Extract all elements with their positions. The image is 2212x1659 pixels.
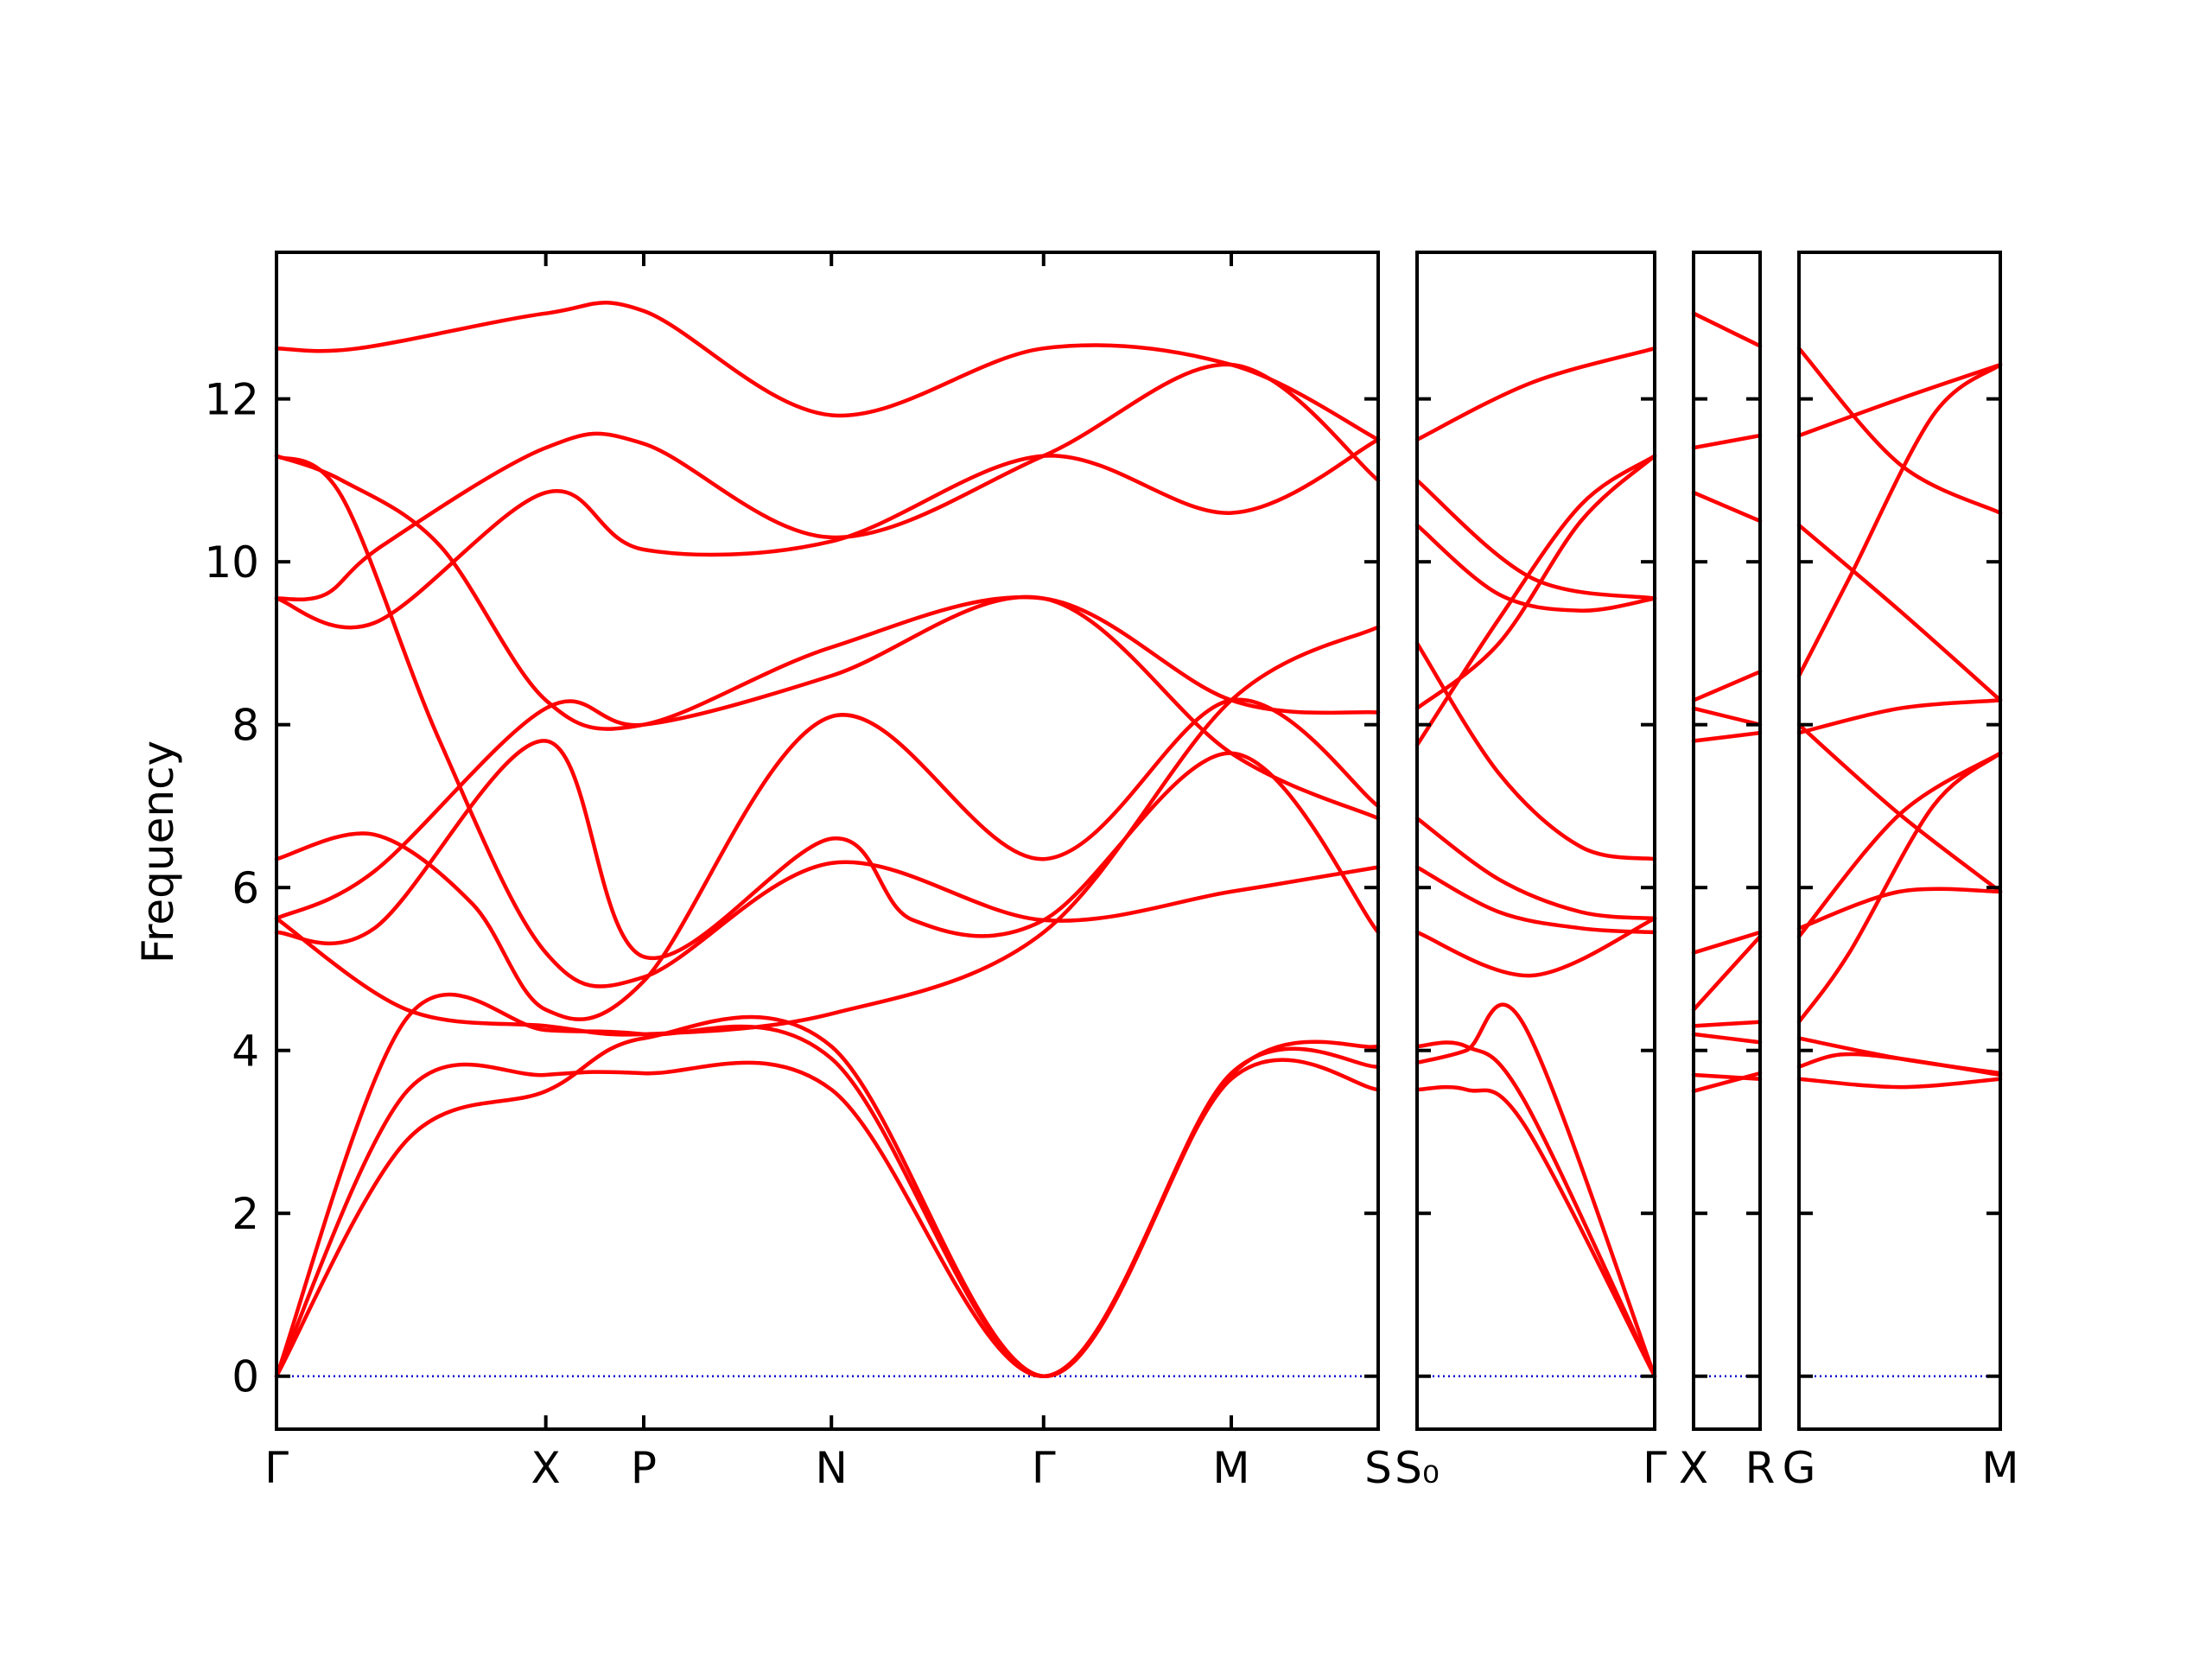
band-line-1-9 <box>274 625 1381 1037</box>
band-line-2-3 <box>1414 523 1657 613</box>
y-tick-label: 8 <box>232 701 259 751</box>
panel-frame <box>1692 251 1762 1431</box>
band-line-2-1 <box>1414 346 1657 442</box>
band-line-4-7 <box>1796 751 2003 939</box>
band-line-4-5 <box>1796 698 2003 735</box>
band-line-3-8 <box>1691 934 1763 1012</box>
y-tick-label: 10 <box>204 537 259 588</box>
band-line-2-8 <box>1414 865 1657 935</box>
y-tick-label: 12 <box>204 375 259 425</box>
panel-frame <box>1415 251 1656 1431</box>
band-line-3-1 <box>1691 311 1763 348</box>
x-tick-label: X <box>531 1443 561 1493</box>
band-line-4-2 <box>1796 362 2003 438</box>
band-line-2-6 <box>1414 454 1657 747</box>
band-line-1-2 <box>274 454 1381 731</box>
band-line-1-3 <box>274 454 1381 988</box>
x-tick-label: P <box>631 1443 657 1493</box>
band-line-3-5 <box>1691 706 1763 727</box>
y-axis-label: Frequency <box>133 741 183 963</box>
band-line-1-6 <box>274 697 1381 1021</box>
band-line-4-1 <box>1796 346 2003 515</box>
band-line-2-9 <box>1414 916 1657 978</box>
band-line-2-4 <box>1414 641 1657 861</box>
x-tick-label: S₀ <box>1395 1443 1440 1493</box>
band-line-3-11 <box>1691 1072 1763 1081</box>
x-tick-label: Γ <box>1643 1443 1667 1493</box>
band-line-3-3 <box>1691 490 1763 524</box>
band-line-2-5 <box>1414 454 1657 711</box>
y-tick-label: 0 <box>232 1352 259 1402</box>
band-line-1-4 <box>274 362 1381 602</box>
band-line-1-1 <box>274 301 1381 442</box>
band-line-4-9 <box>1796 751 2003 1024</box>
band-line-1-5 <box>274 437 1381 630</box>
band-line-2-2 <box>1414 478 1657 601</box>
x-tick-label: X <box>1679 1443 1708 1493</box>
band-line-1-12 <box>274 1014 1381 1378</box>
x-tick-label: R <box>1745 1443 1776 1493</box>
band-line-1-10 <box>274 992 1381 1378</box>
panel-frame <box>1797 251 2002 1431</box>
band-line-4-6 <box>1796 722 2003 894</box>
x-tick-label: M <box>1981 1443 2018 1493</box>
y-tick-label: 4 <box>232 1027 259 1077</box>
band-line-3-6 <box>1691 730 1763 743</box>
y-tick-label: 2 <box>232 1189 259 1239</box>
band-line-2-12 <box>1414 1084 1657 1378</box>
band-line-4-12 <box>1796 1077 2003 1090</box>
band-line-1-8 <box>274 739 1381 961</box>
band-line-2-11 <box>1414 1040 1657 1378</box>
band-panel-2: S₀ Γ <box>1395 251 1667 1493</box>
band-line-4-4 <box>1796 362 2003 678</box>
band-line-4-3 <box>1796 523 2003 702</box>
band-line-1-11 <box>274 1058 1381 1378</box>
x-tick-label: M <box>1212 1443 1249 1493</box>
band-line-1-7 <box>274 594 1381 921</box>
band-line-3-9 <box>1691 1020 1763 1028</box>
band-line-3-4 <box>1691 670 1763 702</box>
x-tick-label: Γ <box>1032 1443 1056 1493</box>
plot-panels: Γ X P N Γ M S S₀ Γ X R G M <box>264 251 2019 1493</box>
x-tick-label: N <box>816 1443 848 1493</box>
x-tick-label: S <box>1364 1443 1392 1493</box>
band-line-3-10 <box>1691 1032 1763 1045</box>
band-line-2-7 <box>1414 816 1657 921</box>
band-line-3-12 <box>1691 1071 1763 1094</box>
y-tick-label: 6 <box>232 863 259 913</box>
band-line-3-2 <box>1691 433 1763 450</box>
band-line-2-10 <box>1414 1002 1657 1378</box>
x-tick-label: Γ <box>264 1443 289 1493</box>
y-axis-ticks: 0 2 4 6 8 10 12 <box>204 375 259 1402</box>
panel-frame <box>275 251 1380 1431</box>
band-line-4-11 <box>1796 1052 2003 1077</box>
band-line-3-7 <box>1691 930 1763 955</box>
band-line-4-8 <box>1796 887 2003 931</box>
x-tick-label: G <box>1783 1443 1816 1493</box>
